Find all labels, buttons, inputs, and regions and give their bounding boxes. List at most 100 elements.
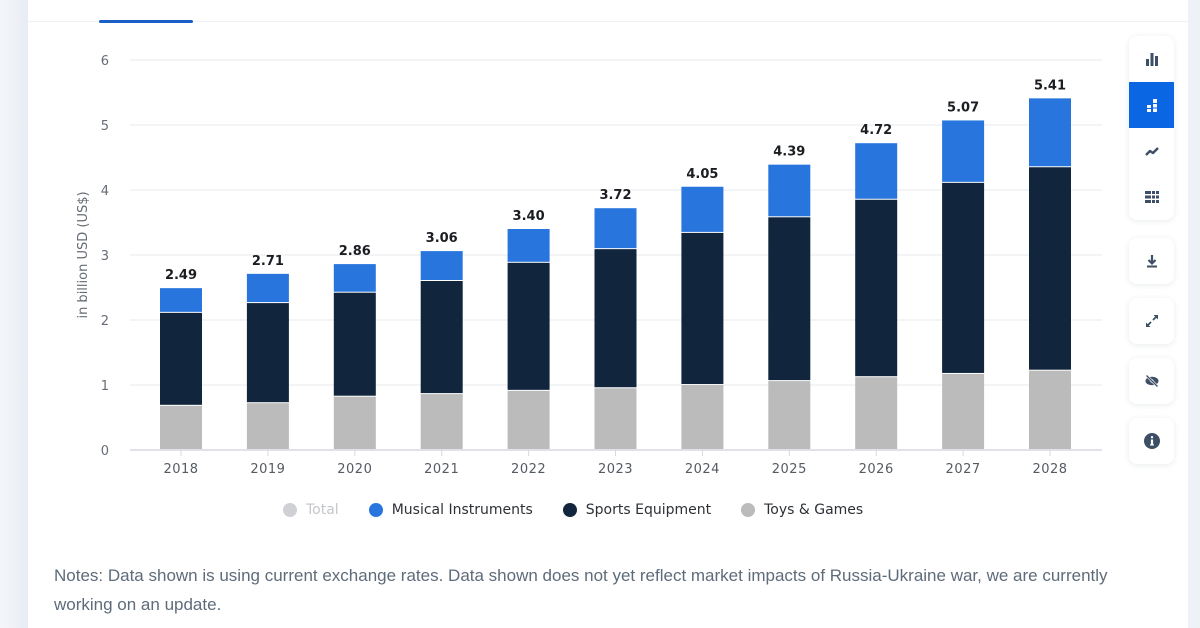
bar-stack-2027[interactable] (942, 120, 985, 449)
x-tick-label: 2025 (772, 462, 807, 477)
data-label-total: 4.72 (860, 123, 892, 138)
bar-segment-musical-instruments[interactable] (246, 273, 289, 303)
bar-segment-sports-equipment[interactable] (855, 199, 898, 377)
bar-segment-musical-instruments[interactable] (333, 264, 376, 292)
hide-button-wrap (1129, 358, 1174, 404)
download-icon (1146, 255, 1157, 268)
x-tick-label: 2018 (163, 462, 198, 477)
bar-chart-button[interactable] (1129, 36, 1174, 82)
legend-item-sports-equipment[interactable]: Sports Equipment (562, 502, 711, 518)
bar-segment-musical-instruments[interactable] (942, 120, 985, 182)
x-tick-label: 2020 (337, 462, 372, 477)
bar-segment-toys-games[interactable] (942, 373, 985, 449)
x-axis: 2018 2019 2020 2021 2022 2023 2024 2025 2026 2027… (130, 449, 1102, 477)
legend-item-musical-instruments[interactable]: Musical Instruments (368, 502, 533, 518)
y-tick-label: 4 (101, 184, 109, 199)
bar-segment-sports-equipment[interactable] (420, 281, 463, 394)
bar-stack-2028[interactable] (1029, 98, 1071, 449)
fullscreen-button[interactable] (1129, 298, 1174, 344)
bar-segment-toys-games[interactable] (333, 396, 376, 449)
bar-stack-2018[interactable] (160, 288, 202, 449)
bar-stack-2021[interactable] (420, 251, 463, 449)
stacked-bar-chart-button[interactable] (1129, 82, 1174, 128)
x-tick-label: 2024 (685, 462, 720, 477)
data-label-total: 4.39 (773, 145, 805, 160)
bar-segment-toys-games[interactable] (768, 381, 811, 449)
bar-segment-musical-instruments[interactable] (507, 229, 550, 262)
x-tick-label: 2021 (424, 462, 459, 477)
bar-segment-toys-games[interactable] (855, 377, 898, 449)
data-label-total: 3.40 (513, 209, 545, 224)
hide-icon (1145, 374, 1158, 388)
data-label-total: 3.06 (426, 231, 458, 246)
line-chart-icon (1144, 147, 1159, 156)
legend-dot-icon (741, 503, 756, 517)
bar-segment-toys-games[interactable] (507, 390, 550, 449)
download-button-wrap (1129, 238, 1174, 284)
bar-stack-2022[interactable] (507, 229, 550, 449)
legend-label: Total (306, 502, 339, 518)
bar-segment-toys-games[interactable] (420, 394, 463, 449)
bar-segment-toys-games[interactable] (681, 385, 724, 449)
x-tick-label: 2026 (859, 462, 894, 477)
legend-dot-icon (283, 503, 297, 517)
bar-segment-sports-equipment[interactable] (333, 292, 376, 396)
bar-segment-musical-instruments[interactable] (855, 143, 898, 199)
table-view-button[interactable] (1129, 174, 1174, 220)
data-label-total: 3.72 (599, 188, 631, 203)
bar-segment-sports-equipment[interactable] (942, 182, 985, 373)
data-label-total: 2.49 (165, 268, 197, 283)
bar-chart-icon (1145, 53, 1158, 66)
y-tick-label: 6 (101, 54, 109, 69)
data-label-total: 5.07 (947, 100, 979, 115)
data-label-total: 2.71 (252, 254, 284, 269)
bar-segment-musical-instruments[interactable] (681, 186, 724, 232)
bar-segment-musical-instruments[interactable] (420, 251, 463, 280)
bar-stack-2025[interactable] (768, 164, 811, 449)
x-tick-label: 2027 (946, 462, 981, 477)
bar-stack-2023[interactable] (594, 208, 637, 449)
fullscreen-icon (1145, 315, 1158, 327)
bar-segment-sports-equipment[interactable] (160, 312, 202, 405)
page-background-left (0, 0, 28, 628)
download-button[interactable] (1129, 238, 1174, 284)
y-axis-label: in billion USD (US$) (76, 191, 91, 318)
y-tick-label: 2 (101, 314, 109, 329)
data-label-total: 4.05 (686, 167, 718, 182)
info-button-wrap (1129, 418, 1174, 464)
hide-button[interactable] (1129, 358, 1174, 404)
legend-item-total[interactable]: Total (283, 502, 339, 518)
y-axis-ticks: 0 1 2 3 4 5 6 (101, 54, 109, 459)
bar-segment-toys-games[interactable] (160, 405, 202, 449)
bar-segment-sports-equipment[interactable] (594, 249, 637, 388)
bar-stack-2019[interactable] (246, 273, 289, 449)
bar-segment-sports-equipment[interactable] (246, 303, 289, 403)
bars (160, 98, 1071, 449)
line-chart-button[interactable] (1129, 128, 1174, 174)
bar-segment-musical-instruments[interactable] (1029, 98, 1071, 167)
x-tick-label: 2028 (1032, 462, 1067, 477)
bar-segment-sports-equipment[interactable] (681, 232, 724, 384)
bar-stack-2024[interactable] (681, 186, 724, 449)
bar-stack-2026[interactable] (855, 143, 898, 449)
legend-dot-icon (368, 503, 383, 517)
bar-segment-musical-instruments[interactable] (160, 288, 202, 312)
chart-notes: Notes: Data shown is using current excha… (54, 566, 1108, 614)
bar-segment-sports-equipment[interactable] (507, 262, 550, 390)
info-button[interactable] (1129, 418, 1174, 464)
bar-segment-sports-equipment[interactable] (768, 217, 811, 381)
active-tab-indicator[interactable] (99, 20, 193, 23)
bar-segment-musical-instruments[interactable] (594, 208, 637, 249)
bar-segment-toys-games[interactable] (594, 388, 637, 449)
legend-item-toys-games[interactable]: Toys & Games (741, 502, 863, 518)
bar-segment-musical-instruments[interactable] (768, 164, 811, 217)
y-tick-label: 3 (101, 249, 109, 264)
bar-segment-sports-equipment[interactable] (1029, 167, 1071, 370)
bar-stack-2020[interactable] (333, 264, 376, 449)
x-tick-label: 2022 (511, 462, 546, 477)
tab-bar-divider (28, 21, 1188, 22)
bar-segment-toys-games[interactable] (1029, 370, 1071, 449)
bar-segment-toys-games[interactable] (246, 403, 289, 449)
info-icon (1143, 433, 1160, 449)
